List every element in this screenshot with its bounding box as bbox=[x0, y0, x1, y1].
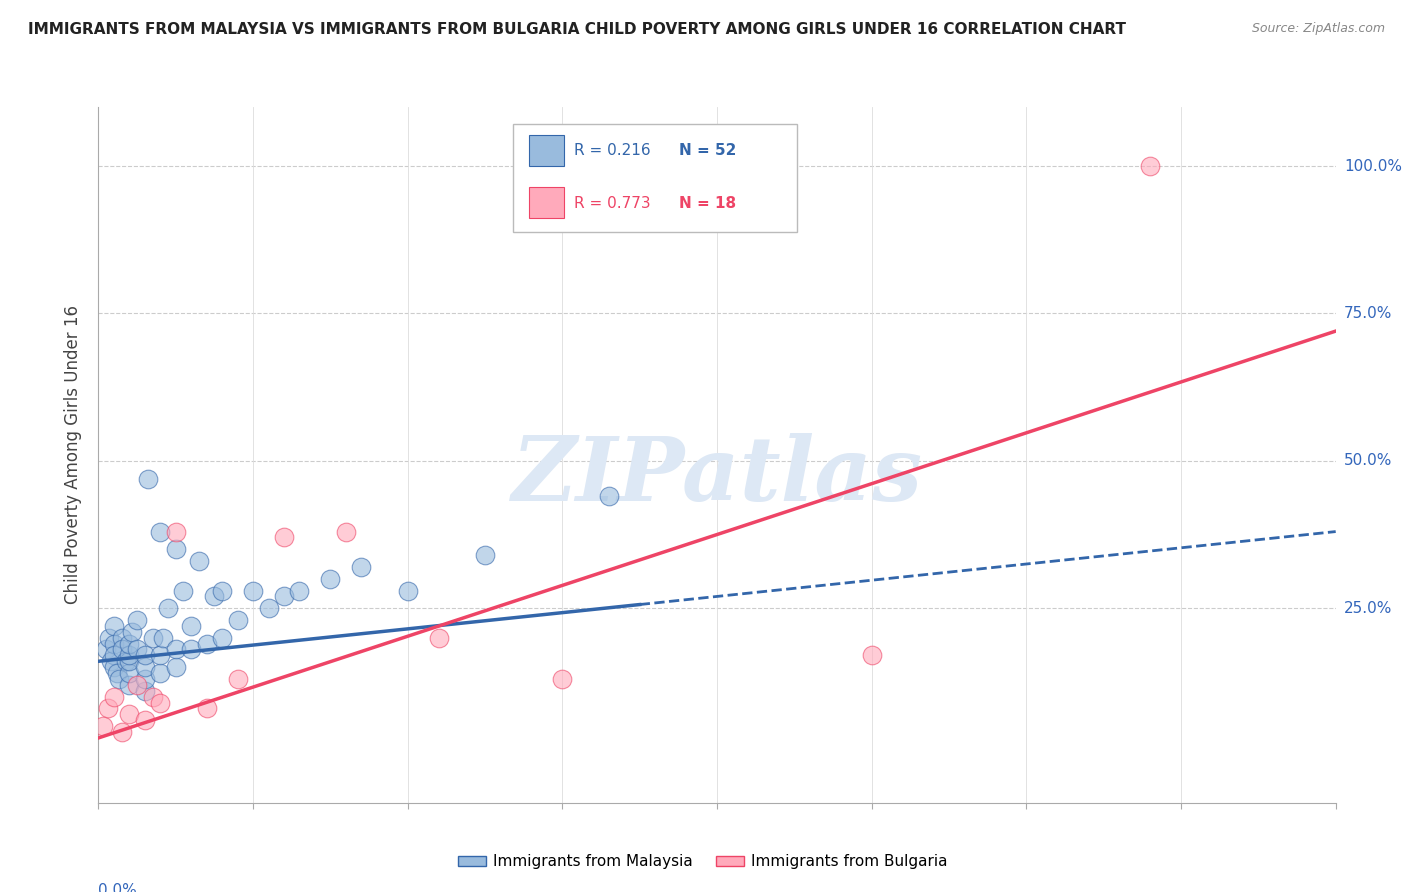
Point bbox=[172, 583, 194, 598]
Point bbox=[134, 683, 156, 698]
Point bbox=[180, 619, 202, 633]
Point bbox=[211, 631, 233, 645]
Point bbox=[103, 660, 125, 674]
Point bbox=[98, 631, 121, 645]
Point bbox=[141, 690, 165, 704]
Point bbox=[242, 583, 264, 598]
Point bbox=[127, 678, 149, 692]
Point bbox=[157, 601, 180, 615]
Point bbox=[118, 666, 141, 681]
Legend: Immigrants from Malaysia, Immigrants from Bulgaria: Immigrants from Malaysia, Immigrants fro… bbox=[453, 848, 953, 875]
Point bbox=[103, 619, 125, 633]
Point bbox=[96, 642, 118, 657]
Text: R = 0.773: R = 0.773 bbox=[574, 195, 650, 211]
Point bbox=[188, 554, 211, 568]
Point bbox=[127, 613, 149, 627]
Point bbox=[226, 613, 249, 627]
Point bbox=[180, 642, 202, 657]
Point bbox=[204, 590, 226, 604]
Point bbox=[396, 583, 419, 598]
Point bbox=[257, 601, 280, 615]
Point bbox=[97, 701, 120, 715]
Text: IMMIGRANTS FROM MALAYSIA VS IMMIGRANTS FROM BULGARIA CHILD POVERTY AMONG GIRLS U: IMMIGRANTS FROM MALAYSIA VS IMMIGRANTS F… bbox=[28, 22, 1126, 37]
Point bbox=[134, 713, 156, 727]
Text: N = 52: N = 52 bbox=[679, 144, 737, 159]
Point bbox=[111, 642, 132, 657]
Point bbox=[149, 648, 172, 663]
Point bbox=[165, 642, 187, 657]
Point bbox=[103, 690, 125, 704]
Point bbox=[111, 725, 132, 739]
Point bbox=[474, 548, 496, 562]
Text: 25.0%: 25.0% bbox=[1344, 600, 1392, 615]
Point bbox=[273, 531, 295, 545]
Point bbox=[165, 524, 187, 539]
Point bbox=[226, 672, 249, 686]
Point bbox=[427, 631, 450, 645]
Text: Source: ZipAtlas.com: Source: ZipAtlas.com bbox=[1251, 22, 1385, 36]
Point bbox=[118, 707, 141, 722]
Point bbox=[195, 637, 218, 651]
Point bbox=[111, 631, 132, 645]
Bar bbox=[529, 135, 564, 166]
Text: 50.0%: 50.0% bbox=[1344, 453, 1392, 468]
Point bbox=[91, 719, 114, 733]
Point bbox=[273, 590, 295, 604]
Point bbox=[141, 631, 165, 645]
Text: R = 0.216: R = 0.216 bbox=[574, 144, 650, 159]
Point bbox=[1139, 159, 1161, 173]
Point bbox=[211, 583, 233, 598]
Point bbox=[136, 471, 159, 485]
Point bbox=[118, 678, 141, 692]
Point bbox=[103, 637, 125, 651]
Point bbox=[860, 648, 883, 663]
Point bbox=[149, 666, 172, 681]
Point bbox=[350, 560, 373, 574]
Point bbox=[134, 660, 156, 674]
Text: 0.0%: 0.0% bbox=[98, 883, 138, 892]
Bar bbox=[529, 187, 564, 219]
Text: 100.0%: 100.0% bbox=[1344, 159, 1402, 174]
Point bbox=[118, 654, 141, 668]
Point bbox=[165, 660, 187, 674]
Point bbox=[127, 642, 149, 657]
Point bbox=[165, 542, 187, 557]
Point bbox=[107, 672, 129, 686]
Point bbox=[118, 637, 141, 651]
FancyBboxPatch shape bbox=[513, 124, 797, 232]
Point bbox=[149, 696, 172, 710]
Point bbox=[121, 624, 143, 639]
Point bbox=[149, 524, 172, 539]
Point bbox=[134, 648, 156, 663]
Point bbox=[134, 672, 156, 686]
Text: 75.0%: 75.0% bbox=[1344, 306, 1392, 321]
Text: N = 18: N = 18 bbox=[679, 195, 735, 211]
Point bbox=[115, 654, 138, 668]
Point bbox=[288, 583, 311, 598]
Point bbox=[335, 524, 357, 539]
Point bbox=[598, 489, 620, 503]
Y-axis label: Child Poverty Among Girls Under 16: Child Poverty Among Girls Under 16 bbox=[65, 305, 83, 605]
Point bbox=[118, 648, 141, 663]
Point bbox=[195, 701, 218, 715]
Text: ZIPatlas: ZIPatlas bbox=[512, 433, 922, 519]
Point bbox=[551, 672, 574, 686]
Point bbox=[100, 654, 122, 668]
Point bbox=[105, 666, 128, 681]
Point bbox=[319, 572, 342, 586]
Point bbox=[103, 648, 125, 663]
Point bbox=[152, 631, 174, 645]
